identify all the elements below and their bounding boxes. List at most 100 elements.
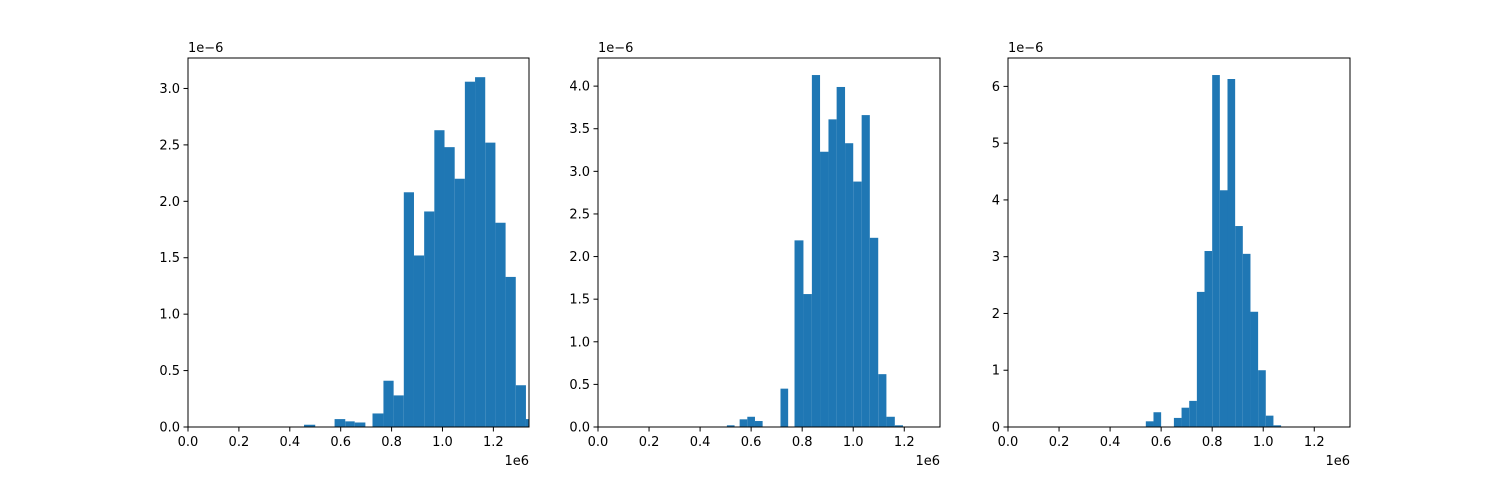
x-tick-label: 0.4 <box>690 435 711 450</box>
x-tick-label: 0.8 <box>792 435 813 450</box>
y-tick-label: 2 <box>992 307 1000 322</box>
x-tick-label: 0.2 <box>639 435 660 450</box>
histogram-bar <box>1273 425 1282 427</box>
y-tick-label: 1.0 <box>569 335 590 350</box>
y-offset-label: 1e−6 <box>1008 41 1043 56</box>
histogram-bar <box>1173 417 1182 427</box>
y-tick-label: 3.5 <box>569 122 590 137</box>
y-tick-label: 0.0 <box>159 421 180 436</box>
histogram-bar <box>726 425 735 427</box>
bars <box>304 77 529 428</box>
x-tick-label: 1.0 <box>843 435 864 450</box>
histogram-bar <box>1204 251 1213 427</box>
x-tick-label: 0.4 <box>279 435 300 450</box>
histogram-bar <box>444 147 455 427</box>
y-tick-label: 2.5 <box>159 138 180 153</box>
histogram-bar <box>1227 79 1236 427</box>
histogram-bar <box>861 115 870 427</box>
y-tick-label: 3.0 <box>569 165 590 180</box>
histogram-bar <box>1258 370 1266 427</box>
histogram-bar <box>853 181 862 427</box>
histogram-bar <box>739 419 748 427</box>
histogram-bar <box>354 422 366 427</box>
x-tick-label: 0.2 <box>1049 435 1070 450</box>
bars <box>726 75 903 428</box>
x-tick-label: 0.6 <box>330 435 351 450</box>
histogram-bar <box>372 413 384 427</box>
axes-frame <box>187 57 530 428</box>
histogram-bar <box>434 130 445 427</box>
histogram-bar <box>828 119 837 428</box>
histogram-bar <box>1235 226 1243 427</box>
x-tick-label: 0.2 <box>229 435 250 450</box>
histogram-bar <box>1153 412 1162 427</box>
histogram-bar <box>780 388 789 427</box>
x-tick-label: 0.8 <box>381 435 402 450</box>
histogram-bar <box>1242 253 1251 427</box>
histogram-bar <box>413 255 425 427</box>
y-tick-label: 3 <box>992 250 1000 265</box>
histogram-bar <box>424 211 435 427</box>
x-tick-label: 1.2 <box>483 435 504 450</box>
axes-frame <box>1007 57 1351 428</box>
histogram-bar <box>525 419 529 427</box>
y-tick-label: 1.0 <box>159 308 180 323</box>
histogram-panel-1: 0.0 0.2 0.4 0.6 0.8 1.0 1.2 0.0 0.5 1.0 1.5 2.0 2.5 3… <box>159 41 530 469</box>
histogram-bar <box>836 86 846 427</box>
y-tick-label: 5 <box>992 137 1000 152</box>
histogram-bar <box>1189 400 1197 427</box>
histogram-bar <box>495 222 506 427</box>
histogram-bar <box>803 294 812 427</box>
y-tick-label: 4.0 <box>569 80 590 95</box>
histogram-bar <box>485 142 496 427</box>
x-tick-label: 1.2 <box>1304 435 1325 450</box>
y-tick-label: 0.5 <box>159 364 180 379</box>
histogram-bar <box>886 416 895 427</box>
x-tick-label: 0.8 <box>1202 435 1223 450</box>
x-tick-label: 0.0 <box>588 435 609 450</box>
axes-frame <box>597 57 941 428</box>
histogram-bar <box>1219 190 1228 427</box>
histogram-bar <box>393 395 404 427</box>
x-tick-label: 0.0 <box>998 435 1019 450</box>
histogram-bar <box>878 374 887 427</box>
histogram-bar <box>1265 415 1274 427</box>
x-tick-label: 1.2 <box>894 435 915 450</box>
histogram-bar <box>345 421 355 427</box>
histogram-bar <box>334 419 346 427</box>
y-tick-label: 0 <box>992 421 1000 436</box>
y-tick-label: 1 <box>992 364 1000 379</box>
y-tick-label: 3.0 <box>159 82 180 97</box>
histogram-bar <box>383 380 394 427</box>
y-offset-label: 1e−6 <box>598 41 633 56</box>
y-tick-label: 6 <box>992 80 1000 95</box>
y-tick-label: 2.5 <box>569 207 590 222</box>
histogram-bar <box>1181 407 1190 427</box>
histogram-bar <box>1250 311 1259 427</box>
y-tick-label: 0.5 <box>569 378 590 393</box>
histogram-bar <box>1212 75 1220 427</box>
y-tick-label: 0.0 <box>569 421 590 436</box>
x-tick-label: 0.4 <box>1100 435 1121 450</box>
histogram-bar <box>1145 421 1154 427</box>
x-tick-label: 0.0 <box>178 435 199 450</box>
histogram-bar <box>845 143 854 427</box>
histogram-bar <box>505 276 516 427</box>
x-tick-label: 1.0 <box>432 435 453 450</box>
histogram-bar <box>304 424 316 427</box>
histogram-bar <box>475 77 486 428</box>
y-tick-label: 1.5 <box>569 293 590 308</box>
histogram-panel-2: 0.0 0.2 0.4 0.6 0.8 1.0 1.2 0.0 0.5 1.0 1.5 2.0 2.5 3… <box>569 41 941 469</box>
x-tick-label: 0.6 <box>1151 435 1172 450</box>
histogram-bar <box>464 81 476 427</box>
histogram-bar <box>747 416 755 427</box>
histogram-bar <box>403 192 414 427</box>
x-offset-label: 1e6 <box>504 454 529 469</box>
histogram-bar <box>869 237 879 427</box>
histogram-bar <box>1196 291 1205 427</box>
histogram-bar <box>754 421 763 427</box>
x-offset-label: 1e6 <box>915 454 940 469</box>
y-offset-label: 1e−6 <box>188 41 223 56</box>
